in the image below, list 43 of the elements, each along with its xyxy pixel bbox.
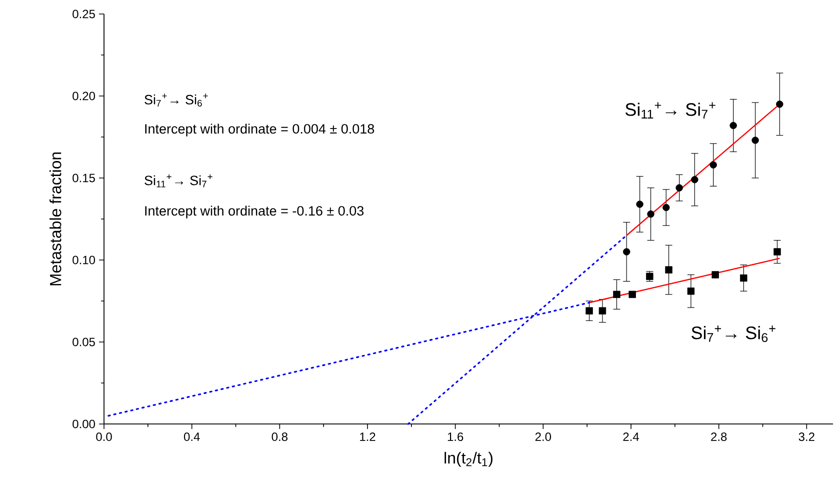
point — [730, 122, 737, 130]
point — [647, 210, 654, 218]
y-tick-label: 0.05 — [72, 338, 95, 346]
y-tick-label: 0.25 — [72, 10, 95, 18]
x-tick-label: 2.8 — [711, 432, 727, 442]
annotation: Si$_{7}$$^{+}$→ Si$_{6}$+ — [144, 94, 208, 107]
point — [710, 161, 717, 168]
point — [712, 271, 719, 278]
point — [740, 274, 748, 282]
point — [628, 290, 636, 298]
x-tick-label: 1.6 — [448, 432, 464, 442]
annotation: Intercept with ordinate = 0.004 ± 0.018 — [145, 124, 374, 136]
x-tick-label: 0.4 — [184, 432, 200, 442]
y-tick-label: 0.15 — [72, 174, 95, 182]
x-axis-title: ln(t$_{2}$/t$_{1}$) — [444, 452, 492, 467]
x-tick-label: 2.0 — [535, 432, 552, 442]
x-tick-label: 0.0 — [96, 432, 112, 442]
point — [774, 248, 781, 256]
x-tick-label: 1.2 — [360, 432, 376, 441]
point — [665, 266, 672, 274]
series-label: Si$_{7}$$^{+}$→ Si$_{6}$+ — [692, 326, 776, 342]
y-tick-label: 0.00 — [72, 420, 96, 428]
y-tick-label: 0.10 — [72, 256, 96, 264]
point — [676, 184, 683, 192]
annotation: Si$_{11}$$^{+}$→ Si$_{7}$+ — [144, 174, 212, 188]
point — [687, 288, 695, 295]
series-label: Si$_{11}$$^{+}$→ Si$_{7}$+ — [625, 102, 716, 118]
point — [598, 307, 606, 314]
y-axis-title: Metastable fraction — [50, 152, 62, 286]
point — [646, 272, 654, 280]
x-tick-label: 0.8 — [272, 432, 288, 442]
x-tick-label: 3.2 — [798, 432, 814, 442]
point — [586, 307, 593, 314]
point — [662, 204, 670, 212]
point — [613, 290, 620, 298]
point — [691, 176, 698, 184]
point — [776, 100, 784, 108]
point — [636, 200, 644, 208]
x-tick-label: 2.4 — [623, 432, 639, 441]
point — [623, 248, 630, 256]
point — [752, 136, 759, 144]
y-tick-label: 0.20 — [72, 92, 96, 100]
annotation: Intercept with ordinate = -0.16 ± 0.03 — [145, 206, 364, 218]
